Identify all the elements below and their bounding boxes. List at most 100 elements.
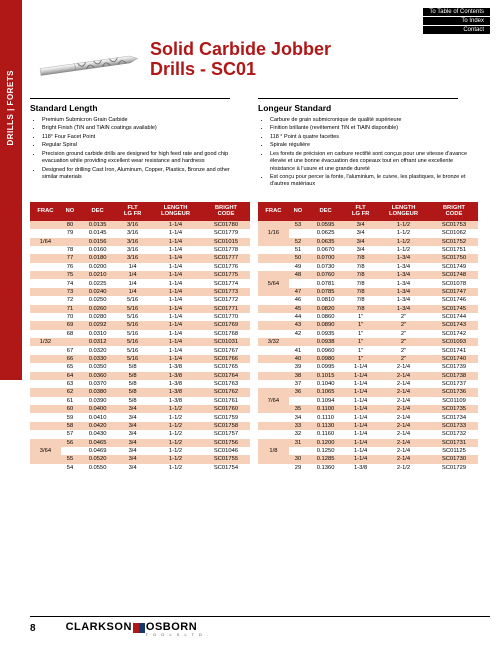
table-row: 470.07857/81-3/4SC01747: [258, 288, 478, 296]
cell-dec: 0.0420: [79, 422, 116, 430]
cell-no: 77: [61, 254, 79, 262]
cell-frac: [30, 229, 61, 237]
cell-code: SC01733: [430, 422, 478, 430]
cell-no: 63: [61, 380, 79, 388]
cell-len: 1-1/4: [149, 330, 202, 338]
cell-code: SC01751: [430, 246, 478, 254]
cell-len: 1-3/8: [149, 363, 202, 371]
cell-no: 70: [61, 313, 79, 321]
cell-dec: 0.0360: [79, 372, 116, 380]
cell-no: 66: [61, 355, 79, 363]
cell-len: 1-1/4: [149, 338, 202, 346]
cell-flt: 3/4: [116, 422, 149, 430]
cell-flt: 1-1/4: [344, 372, 377, 380]
cell-code: SC01756: [202, 439, 250, 447]
cell-flt: 5/8: [116, 380, 149, 388]
cell-frac: [30, 380, 61, 388]
cell-code: SC01758: [202, 422, 250, 430]
table-row: 550.05203/41-1/2SC01755: [30, 455, 250, 463]
cell-len: 2-1/4: [377, 439, 430, 447]
cell-code: SC01766: [202, 355, 250, 363]
cell-code: SC01745: [430, 305, 478, 313]
cell-flt: 7/8: [344, 305, 377, 313]
title-line1: Solid Carbide Jobber: [150, 40, 331, 60]
cell-dec: 0.0700: [307, 254, 344, 262]
cell-frac: 1/8: [258, 447, 289, 455]
cell-code: SC01743: [430, 321, 478, 329]
cell-flt: 5/16: [116, 338, 149, 346]
table-row: 460.08107/81-3/4SC01746: [258, 296, 478, 304]
cell-code: SC01031: [202, 338, 250, 346]
cell-frac: 7/64: [258, 397, 289, 405]
cell-code: SC01759: [202, 413, 250, 421]
th-len: LENGTHLONGEUR: [149, 202, 202, 221]
cell-dec: 0.0180: [79, 254, 116, 262]
cell-flt: 5/16: [116, 313, 149, 321]
cell-no: 78: [61, 246, 79, 254]
cell-no: 47: [289, 288, 307, 296]
nav-toc[interactable]: To Table of Contents: [423, 8, 490, 16]
cell-flt: 1-1/4: [344, 388, 377, 396]
cell-dec: 0.0250: [79, 296, 116, 304]
cell-frac: [30, 455, 61, 463]
cell-flt: 5/8: [116, 397, 149, 405]
table-row: 740.02251/41-1/4SC01774: [30, 279, 250, 287]
cell-len: 1-1/2: [149, 422, 202, 430]
cell-frac: [30, 279, 61, 287]
cell-len: 2-1/4: [377, 422, 430, 430]
bullet-item: Finition brillante (revêtement TiN et Ti…: [270, 125, 468, 132]
cell-len: 1-1/4: [149, 321, 202, 329]
cell-flt: 1": [344, 355, 377, 363]
cell-flt: 7/8: [344, 296, 377, 304]
cell-len: 2": [377, 355, 430, 363]
table-row: 780.01603/161-1/4SC01778: [30, 246, 250, 254]
cell-code: SC01736: [430, 388, 478, 396]
nav-index[interactable]: To Index: [423, 17, 490, 25]
cell-dec: 0.0160: [79, 246, 116, 254]
table-row: 390.09951-1/42-1/4SC01739: [258, 363, 478, 371]
cell-dec: 0.0935: [307, 330, 344, 338]
nav-contact[interactable]: Contact: [423, 26, 490, 34]
cell-flt: 5/8: [116, 388, 149, 396]
cell-frac: [30, 305, 61, 313]
cell-code: SC01768: [202, 330, 250, 338]
cell-no: 56: [61, 439, 79, 447]
table-row: 670.03205/161-1/4SC01767: [30, 346, 250, 354]
cell-flt: 3/16: [116, 246, 149, 254]
cell-dec: 0.0785: [307, 288, 344, 296]
cell-len: 1-1/2: [149, 447, 202, 455]
cell-no: [289, 447, 307, 455]
table-row: 580.04203/41-1/2SC01758: [30, 422, 250, 430]
cell-flt: 1": [344, 313, 377, 321]
table-row: 320.11601-1/42-1/4SC01732: [258, 430, 478, 438]
cell-no: 51: [289, 246, 307, 254]
section-right: Longeur Standard Carbure de grain submic…: [258, 103, 468, 190]
cell-len: 1-1/4: [149, 263, 202, 271]
cell-flt: 1-1/4: [344, 439, 377, 447]
table-row: 430.08901"2"SC01743: [258, 321, 478, 329]
cell-flt: 5/8: [116, 363, 149, 371]
table-row: 290.13601-3/82-1/2SC01729: [258, 464, 478, 472]
cell-dec: 0.0730: [307, 263, 344, 271]
top-nav: To Table of Contents To Index Contact: [423, 8, 490, 35]
footer-logo: CLARKSONOSBORN T O O L S L T D .: [66, 621, 211, 637]
cell-code: SC01765: [202, 363, 250, 371]
cell-no: 29: [289, 464, 307, 472]
cell-dec: 0.0781: [307, 279, 344, 287]
cell-flt: 1": [344, 321, 377, 329]
cell-flt: 1-1/4: [344, 397, 377, 405]
cell-no: 65: [61, 363, 79, 371]
brand-sub: T O O L S L T D .: [146, 632, 211, 637]
cell-dec: 0.0240: [79, 288, 116, 296]
cell-dec: 0.0280: [79, 313, 116, 321]
table-left: FRAC NO DEC FLTLG FR LENGTHLONGEUR BRIGH…: [30, 202, 250, 472]
cell-flt: 5/16: [116, 296, 149, 304]
cell-code: SC01078: [430, 279, 478, 287]
table-row: 630.03705/81-3/8SC01763: [30, 380, 250, 388]
cell-len: 1-3/8: [149, 388, 202, 396]
th-flt: FLTLG FR: [344, 202, 377, 221]
cell-code: SC01739: [430, 363, 478, 371]
table-row: 590.04103/41-1/2SC01759: [30, 413, 250, 421]
cell-frac: 3/32: [258, 338, 289, 346]
cell-code: SC01125: [430, 447, 478, 455]
